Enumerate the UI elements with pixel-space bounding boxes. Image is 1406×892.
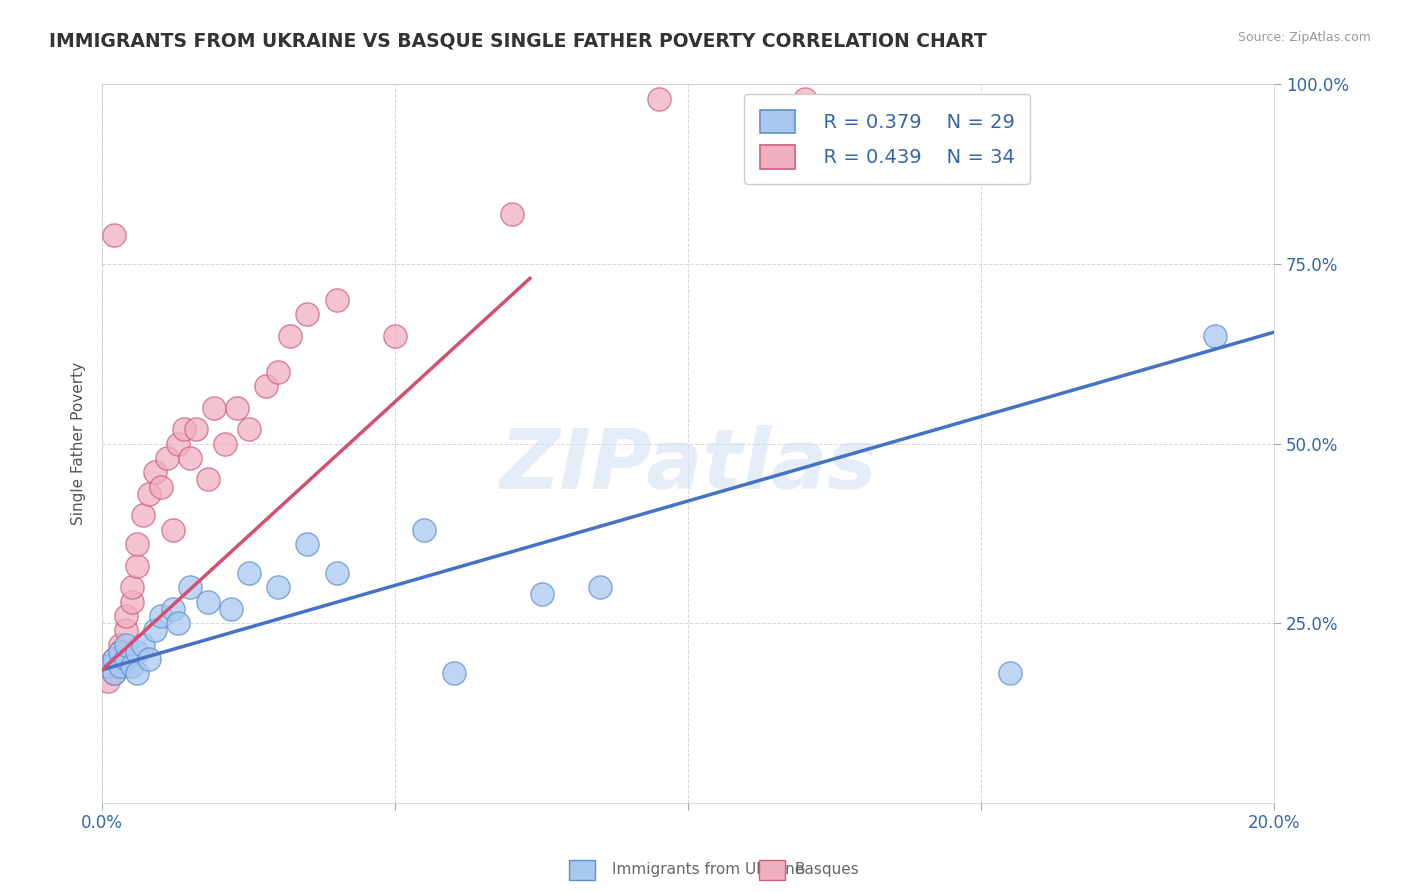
Point (325, 293, 347, 307)
Point (202, 401, 225, 415)
Text: Immigrants from Ukraine: Immigrants from Ukraine (612, 863, 804, 877)
Point (278, 328, 301, 343)
Point (121, 659, 143, 673)
Point (197, 472, 219, 486)
Point (267, 365, 290, 379)
Point (297, 307, 319, 321)
Point (413, 523, 436, 537)
Point (103, 652, 125, 666)
Point (108, 659, 131, 673)
Point (114, 624, 136, 638)
Point (97, 659, 120, 673)
Point (121, 580, 143, 594)
Point (197, 594, 219, 608)
Text: Basques: Basques (794, 863, 859, 877)
Point (589, 580, 612, 594)
Point (184, 422, 207, 436)
Point (219, 601, 242, 615)
Point (108, 645, 131, 659)
Point (97, 673, 120, 688)
Point (149, 608, 172, 623)
Point (162, 523, 184, 537)
Point (103, 666, 125, 681)
Point (167, 615, 190, 630)
Point (127, 666, 149, 681)
Point (179, 580, 201, 594)
Point (143, 465, 166, 479)
Point (530, 587, 553, 601)
Point (167, 436, 190, 450)
Point (794, 92, 817, 106)
Point (149, 480, 172, 494)
Point (114, 638, 136, 652)
Point (156, 450, 179, 465)
Text: Source: ZipAtlas.com: Source: ZipAtlas.com (1237, 31, 1371, 45)
Point (114, 652, 136, 666)
Point (138, 652, 160, 666)
Point (103, 666, 125, 681)
Point (103, 228, 125, 243)
Point (443, 666, 465, 681)
Point (127, 558, 149, 573)
Text: IMMIGRANTS FROM UKRAINE VS BASQUE SINGLE FATHER POVERTY CORRELATION CHART: IMMIGRANTS FROM UKRAINE VS BASQUE SINGLE… (49, 31, 987, 50)
Point (97, 659, 120, 673)
Point (103, 652, 125, 666)
Point (143, 624, 166, 638)
Point (325, 566, 347, 580)
Point (297, 537, 319, 551)
Point (121, 594, 143, 608)
Point (267, 580, 290, 594)
Point (501, 207, 523, 221)
Point (108, 645, 131, 659)
Point (132, 638, 155, 652)
Point (179, 450, 201, 465)
Point (1204, 328, 1226, 343)
Point (648, 92, 671, 106)
Point (162, 601, 184, 615)
Point (173, 422, 195, 436)
Point (384, 328, 406, 343)
Point (127, 645, 149, 659)
Point (214, 436, 236, 450)
Point (238, 422, 260, 436)
Point (254, 379, 277, 393)
Point (132, 508, 155, 523)
Point (238, 566, 260, 580)
Point (108, 638, 131, 652)
Point (127, 537, 149, 551)
Text: ZIPatlas: ZIPatlas (499, 425, 877, 506)
Point (226, 401, 249, 415)
Y-axis label: Single Father Poverty: Single Father Poverty (72, 362, 86, 525)
Point (114, 608, 136, 623)
Point (138, 487, 160, 501)
Point (1000, 666, 1022, 681)
Legend:   R = 0.379    N = 29,   R = 0.439    N = 34: R = 0.379 N = 29, R = 0.439 N = 34 (744, 95, 1031, 185)
